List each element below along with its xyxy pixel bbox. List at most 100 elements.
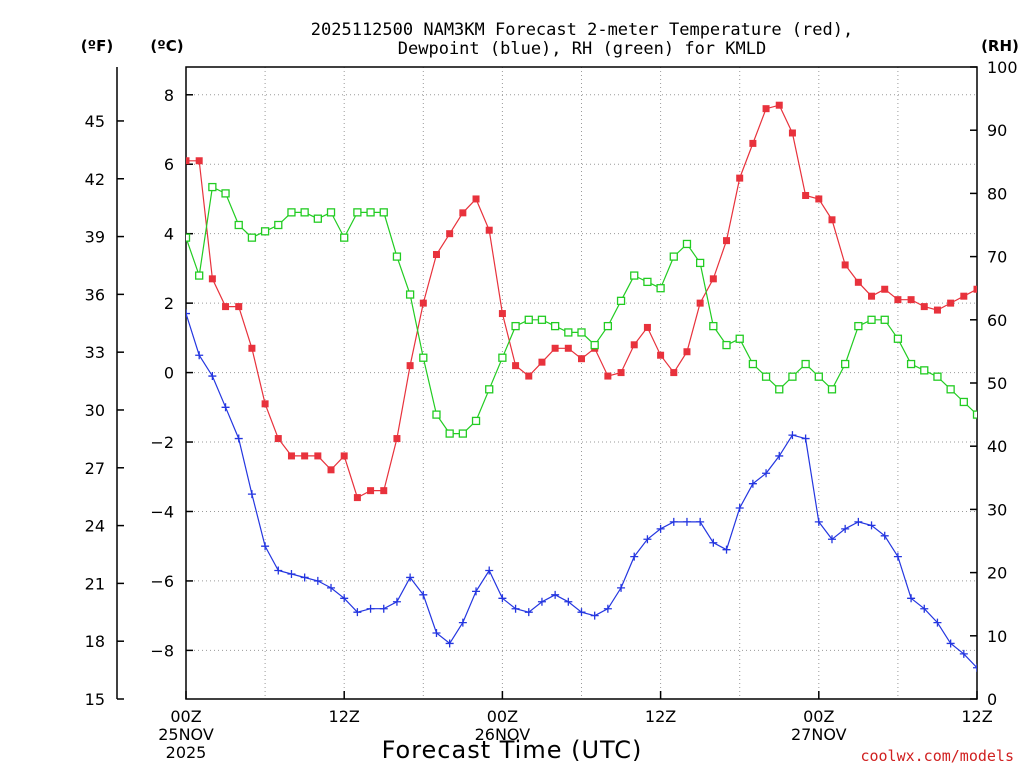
data-point	[550, 321, 560, 331]
data-point	[801, 359, 810, 369]
data-point	[524, 608, 533, 617]
data-point	[248, 344, 256, 352]
data-point	[867, 521, 876, 530]
data-point	[841, 261, 849, 269]
x-tick-date: 27NOV	[791, 725, 847, 744]
data-point	[788, 431, 797, 440]
data-point	[920, 604, 929, 613]
data-point	[616, 296, 626, 305]
data-point	[186, 233, 191, 242]
data-point	[946, 639, 955, 648]
data-point	[221, 403, 230, 412]
data-point	[432, 251, 440, 259]
data-point	[761, 372, 771, 381]
fahrenheit-tick-label: 36	[85, 285, 105, 304]
data-point	[446, 230, 454, 238]
credit-text: coolwx.com/models	[860, 747, 1014, 765]
data-point	[696, 299, 704, 307]
data-point	[432, 629, 441, 638]
data-point	[419, 353, 428, 362]
data-point	[959, 649, 968, 658]
data-point	[630, 341, 638, 349]
data-point	[445, 429, 454, 438]
data-point	[617, 583, 626, 592]
data-point	[722, 340, 731, 350]
data-point	[735, 504, 744, 513]
data-point	[802, 191, 810, 199]
data-point	[577, 328, 586, 337]
data-point	[366, 208, 375, 217]
data-point	[300, 573, 309, 582]
data-point	[511, 604, 520, 613]
rh-tick-label: 90	[987, 121, 1007, 140]
data-point	[274, 566, 283, 575]
data-point	[234, 434, 243, 443]
data-point	[907, 594, 916, 603]
data-point	[537, 597, 546, 606]
data-point	[195, 351, 204, 360]
data-point	[353, 608, 362, 617]
data-point	[524, 315, 533, 324]
data-point	[893, 552, 902, 561]
data-point	[933, 306, 941, 314]
data-point	[578, 355, 585, 363]
data-point	[458, 429, 468, 438]
data-point	[222, 303, 230, 311]
data-point	[590, 340, 599, 350]
data-point	[893, 334, 903, 343]
data-point	[788, 372, 797, 381]
data-point	[459, 209, 467, 217]
data-point	[748, 479, 757, 488]
data-point	[815, 195, 823, 203]
data-point	[340, 452, 348, 460]
series-rh	[186, 182, 977, 438]
data-point	[603, 321, 613, 331]
data-point	[907, 296, 915, 304]
x-tick-date: 26NOV	[475, 725, 531, 744]
data-point	[788, 129, 796, 137]
data-point	[419, 590, 428, 599]
data-point	[406, 573, 415, 582]
data-point	[854, 278, 862, 286]
data-point	[379, 208, 388, 217]
data-point	[854, 321, 863, 331]
data-point	[405, 290, 415, 299]
series	[186, 101, 977, 672]
data-point	[669, 252, 678, 261]
data-point	[498, 310, 506, 318]
rh-tick-label: 20	[987, 564, 1007, 583]
data-point	[880, 531, 889, 540]
data-point	[195, 271, 204, 280]
chart-title-line-1: 2025112500 NAM3KM Forecast 2-meter Tempe…	[311, 20, 853, 40]
celsius-tick-label: 8	[164, 86, 174, 105]
data-point	[261, 400, 269, 408]
data-point	[749, 139, 757, 147]
data-point	[260, 227, 270, 236]
data-point	[379, 604, 388, 613]
data-point	[657, 351, 665, 359]
data-point	[736, 174, 744, 182]
data-point	[564, 344, 572, 352]
data-point	[564, 328, 573, 337]
rh-axis-unit: (RH)	[981, 37, 1019, 55]
data-point	[353, 494, 361, 502]
data-point	[366, 604, 375, 613]
data-point	[247, 233, 257, 242]
data-point	[577, 608, 586, 617]
data-point	[920, 303, 928, 311]
rh-tick-label: 50	[987, 374, 1007, 393]
data-point	[841, 359, 850, 369]
fahrenheit-tick-label: 24	[85, 517, 105, 536]
celsius-tick-label: −6	[150, 572, 174, 591]
data-point	[538, 358, 546, 366]
data-point	[906, 359, 916, 369]
data-point	[723, 237, 731, 245]
data-point	[326, 208, 336, 217]
data-point	[894, 296, 902, 304]
data-point	[722, 545, 731, 554]
data-point	[511, 321, 520, 331]
data-point	[314, 452, 322, 460]
celsius-tick-label: 6	[164, 155, 174, 174]
data-point	[186, 157, 190, 165]
